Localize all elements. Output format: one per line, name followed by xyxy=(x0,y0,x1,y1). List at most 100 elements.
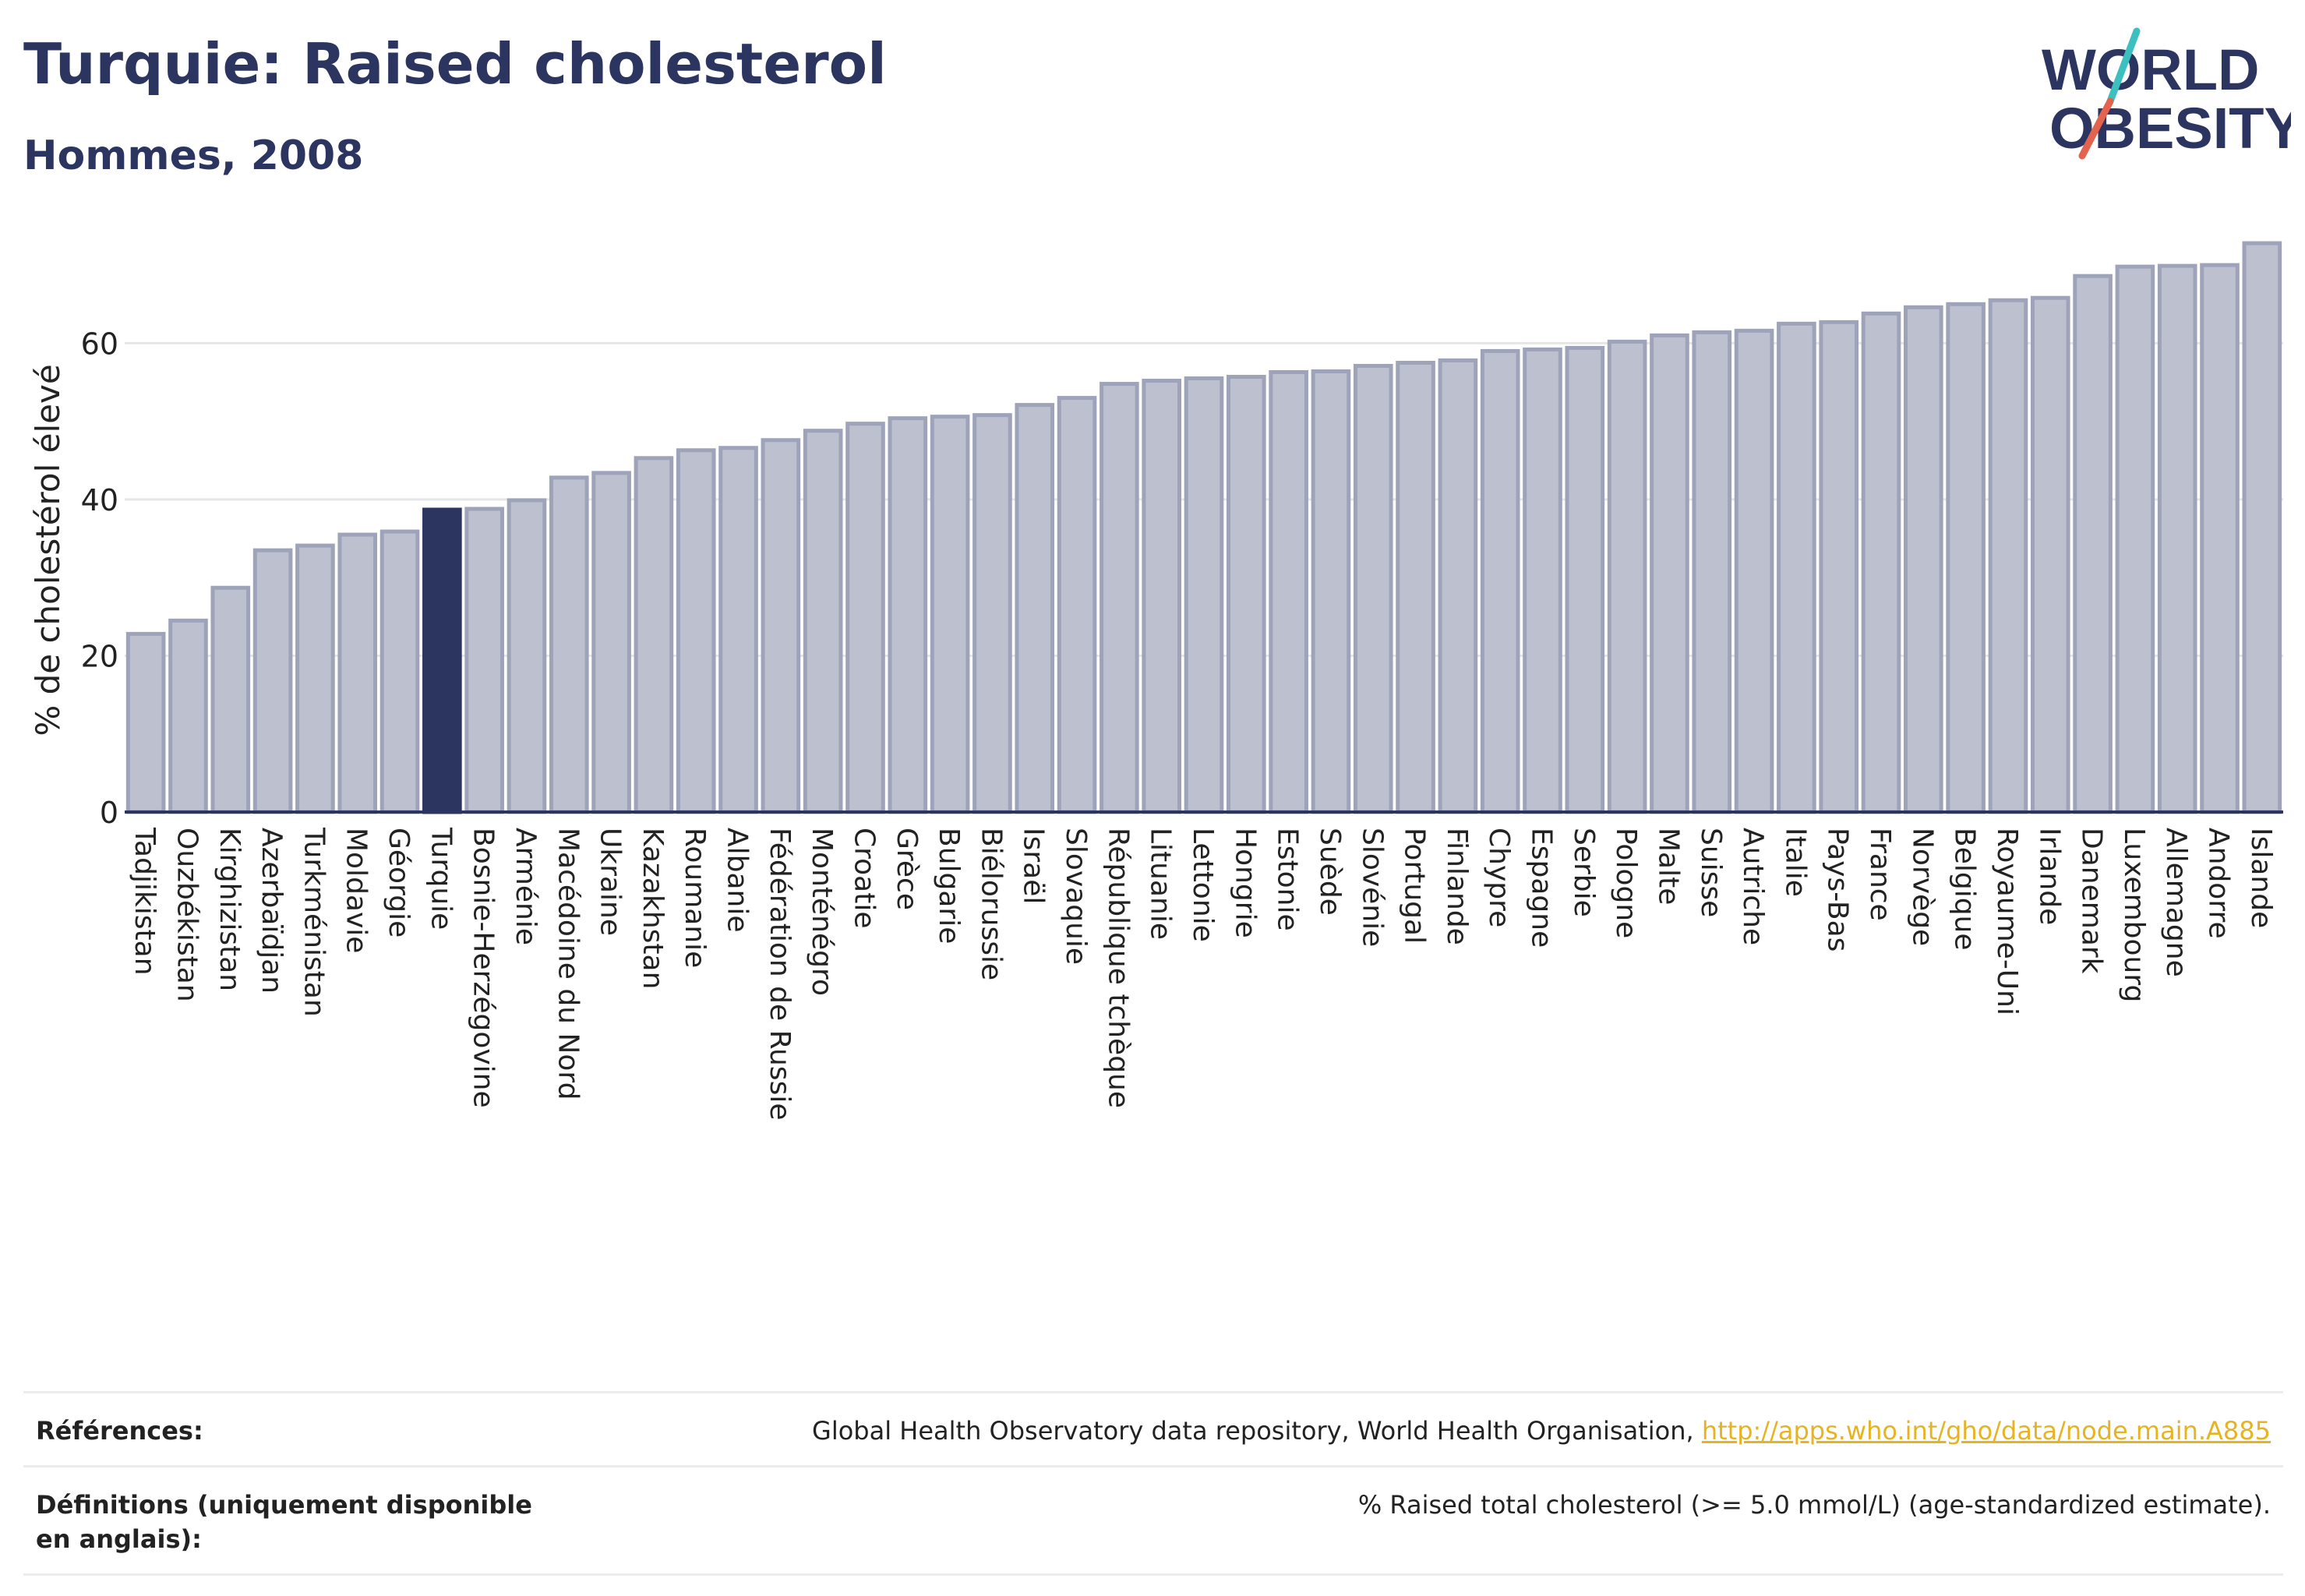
bar-israël[interactable] xyxy=(1015,403,1055,814)
bar-danemark[interactable] xyxy=(2073,274,2113,814)
references-link[interactable]: http://apps.who.int/gho/data/node.main.A… xyxy=(1701,1416,2271,1446)
bar-biélorussie[interactable] xyxy=(972,413,1012,814)
bar-france[interactable] xyxy=(1861,311,1901,814)
bar-arménie[interactable] xyxy=(507,498,547,814)
bar-pays-bas[interactable] xyxy=(1819,320,1859,814)
x-tick-label: Ouzbékistan xyxy=(171,828,203,1002)
bar-suisse[interactable] xyxy=(1692,330,1732,814)
logo-slash-teal xyxy=(2106,27,2141,105)
references-label: Références: xyxy=(36,1416,203,1446)
x-tick-label: Hongrie xyxy=(1229,828,1261,938)
bar-turkménistan[interactable] xyxy=(295,543,335,814)
x-tick-label: Lettonie xyxy=(1187,828,1219,942)
bar-espagne[interactable] xyxy=(1523,347,1562,814)
bar-tadjikistan[interactable] xyxy=(125,631,166,814)
bars xyxy=(125,241,2282,814)
x-tick-label: Norvège xyxy=(1906,828,1938,946)
definitions-row: Définitions (uniquement disponible en an… xyxy=(23,1465,2283,1576)
x-tick-label: Irlande xyxy=(2033,828,2065,925)
x-tick-label: Chypre xyxy=(1483,828,1515,927)
x-tick-label: Espagne xyxy=(1526,828,1558,948)
bar-pologne[interactable] xyxy=(1607,339,1647,814)
x-tick-label: Danemark xyxy=(2076,828,2108,974)
bar-chypre[interactable] xyxy=(1480,348,1520,814)
bar-chart: 0 20 40 60 Tadjikistan Ouzbékistan Kirghizist… xyxy=(29,241,2283,1120)
x-tick-label: République tchèque xyxy=(1102,828,1134,1108)
x-tick-label: Serbie xyxy=(1568,828,1600,917)
bar-finlande[interactable] xyxy=(1438,358,1478,814)
x-tick-label: Pays-Bas xyxy=(1822,828,1854,952)
bar-norvège[interactable] xyxy=(1904,305,1943,814)
definitions-label: Définitions (uniquement disponible en an… xyxy=(36,1490,532,1554)
x-tick-label: Slovaquie xyxy=(1060,828,1092,965)
bar-kirghizistan[interactable] xyxy=(210,585,251,814)
chart-title: Turquie: Raised cholesterol xyxy=(23,31,887,97)
bar-lettonie[interactable] xyxy=(1184,376,1224,814)
bar-turquie[interactable] xyxy=(422,507,462,814)
bar-lituanie[interactable] xyxy=(1142,379,1181,814)
bar-malte[interactable] xyxy=(1650,333,1689,814)
x-tick-label: Ukraine xyxy=(595,828,627,936)
bar-hongrie[interactable] xyxy=(1227,375,1266,814)
x-tick-label: Fédération de Russie xyxy=(764,828,796,1120)
bar-roumanie[interactable] xyxy=(676,448,716,814)
x-tick-label: Moldavie xyxy=(341,828,372,953)
y-tick-label: 0 xyxy=(100,796,118,830)
references-row: Références: Global Health Observatory da… xyxy=(23,1391,2283,1465)
y-tick-labels: 0 20 40 60 xyxy=(81,327,118,830)
bar-bulgarie[interactable] xyxy=(930,415,970,814)
x-tick-label: Italie xyxy=(1779,828,1811,897)
bar-islande[interactable] xyxy=(2242,241,2282,814)
bar-irlande[interactable] xyxy=(2030,295,2070,814)
bar-serbie[interactable] xyxy=(1565,345,1605,814)
x-tick-label: Biélorussie xyxy=(975,828,1007,980)
x-tick-label: Suède xyxy=(1314,828,1346,916)
bar-azerbaïdjan[interactable] xyxy=(252,548,293,814)
bar-slovénie[interactable] xyxy=(1353,363,1393,814)
bar-kazakhstan[interactable] xyxy=(634,456,674,814)
bar-fédération-de-russie[interactable] xyxy=(761,438,801,814)
x-tick-label: Suisse xyxy=(1695,828,1727,917)
bar-ukraine[interactable] xyxy=(591,471,631,814)
bar-bosnie-herzégovine[interactable] xyxy=(464,507,504,814)
logo-text-obesity: OBESITY xyxy=(2049,96,2291,161)
bar-croatie[interactable] xyxy=(845,422,885,814)
x-tick-label: Royaume-Uni xyxy=(1991,828,2023,1015)
logo-slash-red xyxy=(2078,97,2114,160)
logo-text-world: WORLD xyxy=(2042,37,2260,102)
bar-république-tchèque[interactable] xyxy=(1100,382,1139,814)
bar-ouzbékistan[interactable] xyxy=(168,618,208,814)
bar-suède[interactable] xyxy=(1311,369,1351,814)
x-tick-label: Portugal xyxy=(1399,828,1431,944)
bar-albanie[interactable] xyxy=(718,446,758,814)
x-tick-label: Allemagne xyxy=(2160,828,2192,977)
bar-autriche[interactable] xyxy=(1734,328,1774,814)
bar-monténégro[interactable] xyxy=(803,429,843,814)
y-tick-label: 20 xyxy=(81,639,118,673)
x-tick-label: France xyxy=(1864,828,1896,921)
bar-grèce[interactable] xyxy=(888,416,928,814)
bar-macédoine-du-nord[interactable] xyxy=(549,475,589,814)
bar-estonie[interactable] xyxy=(1269,369,1308,814)
bar-moldavie[interactable] xyxy=(337,532,378,814)
bar-belgique[interactable] xyxy=(1946,302,1986,814)
bar-slovaquie[interactable] xyxy=(1057,396,1097,814)
x-tick-label: Slovénie xyxy=(1356,828,1388,947)
x-tick-label: Andorre xyxy=(2203,828,2235,939)
x-tick-label: Arménie xyxy=(510,828,542,945)
x-tick-label: Bulgarie xyxy=(933,828,965,944)
footer-table: Références: Global Health Observatory da… xyxy=(23,1391,2283,1576)
bar-géorgie[interactable] xyxy=(379,529,420,814)
references-value: Global Health Observatory data repositor… xyxy=(812,1414,2271,1448)
bar-allemagne[interactable] xyxy=(2157,263,2197,814)
bar-luxembourg[interactable] xyxy=(2115,264,2155,814)
bar-portugal[interactable] xyxy=(1396,360,1435,814)
x-tick-label: Belgique xyxy=(1949,828,1981,951)
x-tick-label: Tadjikistan xyxy=(129,827,161,976)
x-tick-label: Macédoine du Nord xyxy=(552,828,584,1100)
bar-italie[interactable] xyxy=(1777,321,1816,814)
x-tick-label: Luxembourg xyxy=(2118,828,2150,1002)
bar-andorre[interactable] xyxy=(2200,263,2240,814)
bar-royaume-uni[interactable] xyxy=(1988,298,2028,814)
x-tick-label: Autriche xyxy=(1737,828,1769,945)
